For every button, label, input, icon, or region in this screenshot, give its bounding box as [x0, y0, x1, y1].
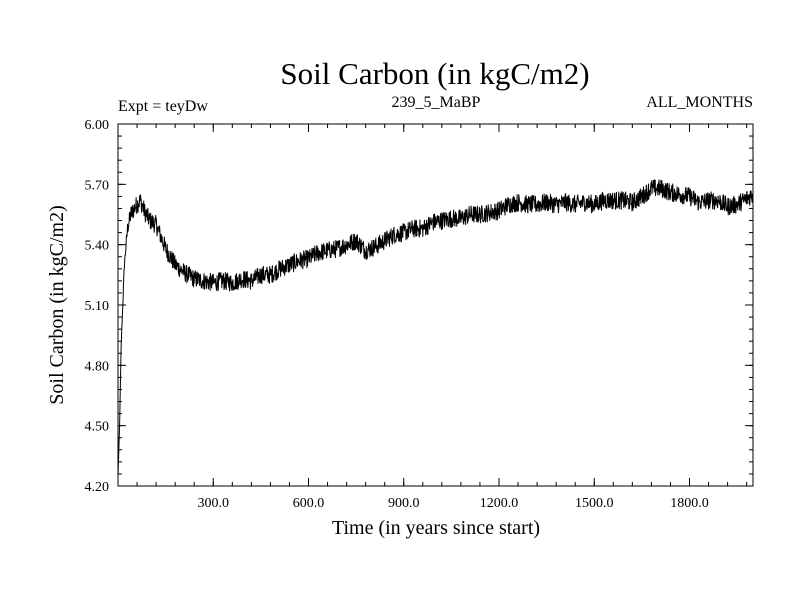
subtitle-center: 239_5_MaBP: [392, 94, 481, 111]
x-tick-label: 300.0: [198, 496, 230, 511]
chart-title: Soil Carbon (in kgC/m2): [280, 56, 589, 91]
x-tick-label: 900.0: [388, 496, 420, 511]
y-tick-label: 4.50: [85, 420, 110, 435]
y-tick-label: 4.20: [85, 480, 110, 495]
y-tick-label: 5.40: [85, 239, 110, 254]
x-axis-label: Time (in years since start): [332, 517, 540, 539]
x-tick-label: 1800.0: [670, 496, 709, 511]
subtitle-left: Expt = teyDw: [118, 98, 208, 115]
axis-tick-labels: 300.0 600.0 900.0 1200.0 1500.0 1800.0 4.20 4.5…: [85, 118, 709, 511]
y-axis-label: Soil Carbon (in kgC/m2): [46, 205, 68, 404]
y-tick-label: 5.70: [85, 178, 110, 193]
x-tick-label: 1500.0: [575, 496, 614, 511]
x-tick-label: 1200.0: [480, 496, 519, 511]
y-tick-label: 5.10: [85, 299, 110, 314]
plot-frame: [117, 123, 754, 487]
y-tick-label: 4.80: [85, 359, 110, 374]
series-line-soil-carbon: [117, 179, 754, 476]
x-tick-label: 600.0: [293, 496, 325, 511]
y-tick-label: 6.00: [85, 118, 110, 133]
subtitle-right: ALL_MONTHS: [646, 94, 753, 111]
